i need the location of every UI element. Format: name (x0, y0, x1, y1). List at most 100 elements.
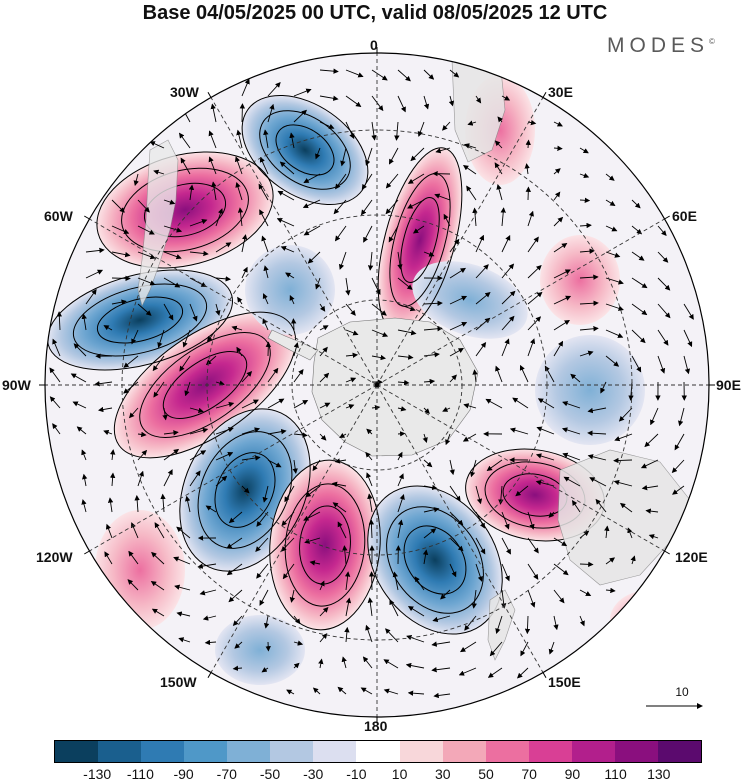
wind-arrow (241, 399, 259, 409)
wind-arrow (184, 495, 191, 513)
meridian-line (376, 384, 665, 552)
wind-arrow (462, 433, 477, 442)
lon-label-120e: 120E (675, 549, 708, 565)
wind-arrow (366, 428, 373, 435)
wind-arrow (385, 628, 399, 643)
wind-arrow (496, 184, 503, 201)
wind-arrow (162, 407, 168, 421)
wind-arrow (215, 242, 232, 253)
wind-arrow (657, 225, 667, 237)
wind-arrow (627, 527, 633, 539)
meridian-line (376, 218, 665, 386)
wind-arrow (462, 164, 477, 175)
wind-arrow (631, 277, 648, 289)
wind-arrow (469, 459, 477, 478)
wind-arrow (657, 277, 671, 291)
lon-label-60e: 60E (672, 208, 697, 224)
contour-line (400, 197, 440, 283)
wind-arrow (72, 401, 87, 409)
wind-arrow (303, 173, 321, 183)
wind-arrow (524, 615, 531, 635)
wind-arrow (303, 511, 321, 521)
wind-arrow (215, 427, 234, 435)
colorbar-tick-label: -110 (126, 766, 154, 782)
wind-arrow (81, 313, 87, 331)
wind-arrow (262, 293, 269, 305)
wind-arrow (562, 401, 581, 409)
wind-arrow (466, 185, 477, 201)
wind-arrow (302, 199, 321, 209)
wind-arrow (163, 469, 173, 487)
wind-arrow (471, 589, 477, 609)
wind-arrow (587, 454, 607, 461)
wind-arrow (587, 407, 607, 414)
wind-arrow (215, 276, 231, 282)
lon-label-0: 0 (370, 37, 378, 53)
contour-line (179, 408, 311, 572)
wind-arrow (475, 485, 483, 505)
wind-arrow (282, 563, 295, 580)
wind-arrow (397, 379, 410, 386)
wind-arrow (571, 499, 581, 513)
wind-arrow (423, 69, 435, 80)
meridian-line (376, 97, 544, 386)
colorbar-tick-label: 30 (435, 766, 451, 782)
wind-arrow (103, 325, 113, 331)
wind-arrow (458, 667, 477, 676)
wind-arrow (537, 398, 555, 409)
meridian-line (89, 384, 378, 552)
wind-arrow (463, 403, 477, 409)
wind-arrow (449, 374, 457, 383)
wind-arrow (527, 511, 535, 530)
wind-arrow (338, 251, 347, 270)
wind-arrow (449, 267, 466, 279)
colorbar-swatch (485, 741, 529, 762)
wind-arrow (111, 225, 130, 234)
wind-arrow (672, 485, 685, 495)
wind-arrow (335, 173, 347, 190)
wind-arrow (123, 381, 139, 394)
wind-arrow (475, 264, 489, 279)
wind-arrow (674, 433, 685, 451)
wind-arrow (553, 121, 563, 127)
wind-arrow (501, 290, 516, 305)
wind-arrow (293, 400, 309, 409)
wind-arrow (368, 519, 375, 539)
wind-arrow (226, 563, 243, 576)
wind-arrow (657, 251, 669, 263)
wind-arrow (262, 318, 269, 331)
anomaly-shade (378, 147, 462, 333)
lon-label-150e: 150E (548, 674, 581, 690)
wind-arrow (345, 329, 359, 336)
colorbar-swatch (184, 741, 228, 762)
wind-arrow (385, 173, 399, 189)
wind-arrow (367, 493, 373, 513)
wind-arrow (397, 277, 413, 290)
wind-arrow (163, 430, 179, 436)
wind-arrow (631, 199, 641, 209)
antarctic-peninsula (267, 329, 319, 361)
wind-arrow (371, 404, 381, 411)
wind-arrow (184, 381, 191, 397)
colorbar-tick-label: 70 (521, 766, 537, 782)
wind-arrow (367, 251, 374, 271)
wind-arrow (449, 295, 468, 305)
wind-arrow (163, 448, 180, 461)
boundary-tick (84, 550, 90, 555)
wind-arrow (475, 563, 483, 582)
wind-arrow (579, 222, 592, 229)
wind-arrow (263, 265, 269, 279)
wind-arrow (293, 662, 300, 669)
wind-arrow (485, 398, 503, 409)
wind-arrow (285, 272, 295, 279)
colorbar-tick-label: -70 (216, 766, 237, 782)
wind-arrow (276, 218, 295, 227)
wind-arrow (134, 494, 140, 513)
wind-arrow (683, 355, 691, 375)
meridian-line (376, 384, 544, 673)
wind-arrow (397, 406, 407, 412)
wind-arrow (241, 371, 253, 383)
wind-arrow (527, 264, 542, 279)
anomaly-shade (96, 151, 274, 269)
wind-arrow (305, 485, 321, 498)
